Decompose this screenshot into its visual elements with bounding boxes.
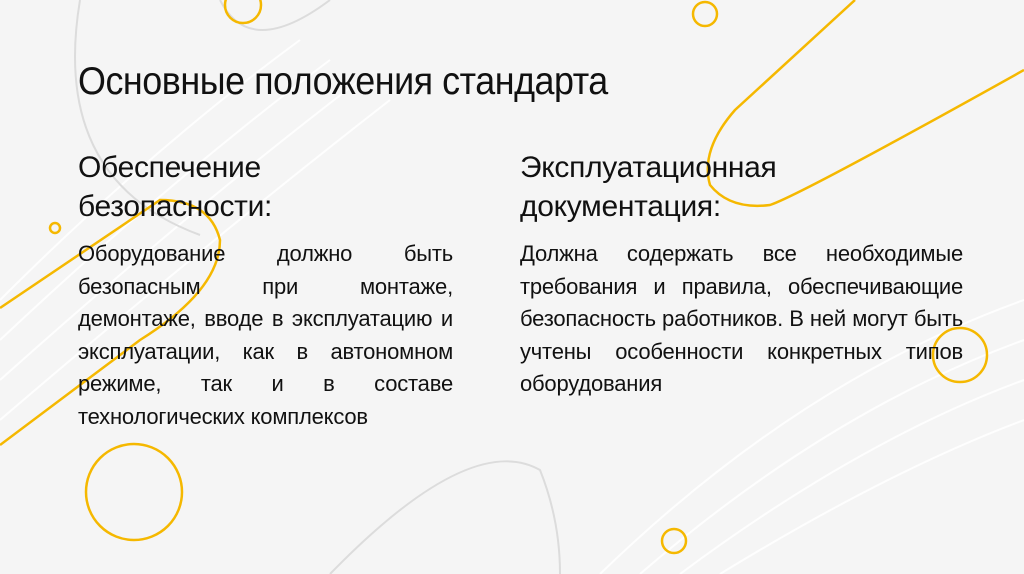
- yellow-accents: [0, 0, 1024, 555]
- column-documentation: Эксплуатационная документация: Должна со…: [520, 148, 963, 401]
- white-arc-lines: [0, 39, 1024, 574]
- column-body: Оборудование должно быть безопасным при …: [78, 241, 453, 429]
- column-heading: Эксплуатационная документация:: [520, 151, 777, 223]
- column-safety: Обеспечение безопасности: Оборудование д…: [78, 148, 453, 433]
- slide-title: Основные положения стандарта: [78, 60, 608, 103]
- column-heading: Обеспечение безопасности:: [78, 151, 273, 223]
- column-body: Должна содержать все необходимые требова…: [520, 241, 963, 396]
